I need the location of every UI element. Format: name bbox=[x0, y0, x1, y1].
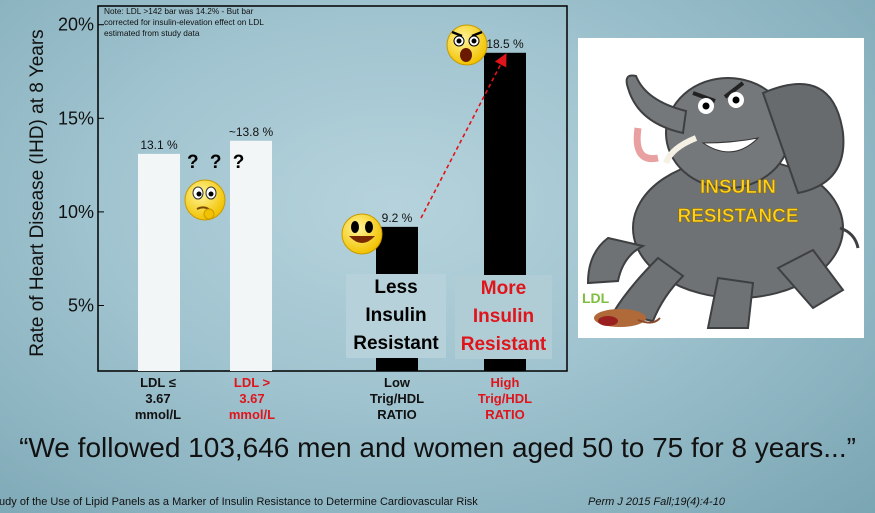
more-label-line1: More bbox=[480, 278, 527, 299]
y-tick-label: 5% bbox=[68, 295, 94, 315]
smiling-emoji-icon bbox=[341, 213, 383, 255]
category-label-1: LDL ≤3.67 mmol/L bbox=[134, 375, 182, 422]
value-label-2: ~13.8 % bbox=[229, 125, 274, 139]
question-marks: ? ? ? bbox=[187, 152, 248, 173]
angry-elephant-icon: INSULIN RESISTANCE bbox=[586, 74, 860, 329]
more-label-line3: Resistant bbox=[460, 334, 547, 355]
category-label-3: Low Trig/HDL RATIO bbox=[369, 375, 425, 422]
journal-reference: Perm J 2015 Fall;19(4):4-10 bbox=[588, 496, 725, 508]
y-tick-label: 15% bbox=[58, 108, 94, 128]
less-label-line2: Insulin bbox=[365, 305, 427, 326]
value-label-3: 9.2 % bbox=[382, 211, 413, 225]
less-label-line3: Resistant bbox=[353, 333, 439, 354]
more-insulin-label: More Insulin Resistant bbox=[455, 275, 552, 359]
bar-2 bbox=[230, 140, 272, 371]
more-label-line2: Insulin bbox=[472, 306, 535, 327]
confused-emoji-icon bbox=[184, 179, 226, 221]
flattened-mouse-icon bbox=[594, 309, 661, 327]
quote-text: “We followed 103,646 men and women aged … bbox=[19, 432, 856, 463]
chart-note: Note: LDL >142 bar was 14.2% - But bar c… bbox=[104, 6, 264, 38]
y-tick-label: 20% bbox=[58, 15, 94, 35]
ldl-label: LDL bbox=[582, 290, 610, 306]
category-label-2: LDL >3.67 mmol/L bbox=[228, 375, 276, 422]
less-label-line1: Less bbox=[374, 277, 418, 298]
trend-arrow bbox=[420, 53, 507, 219]
elephant-text-2: RESISTANCE bbox=[677, 206, 798, 227]
value-labels: 13.1 % ~13.8 % 9.2 % 18.5 % bbox=[140, 37, 524, 225]
y-tick-label: 10% bbox=[58, 202, 94, 222]
value-label-4: 18.5 % bbox=[486, 37, 524, 51]
value-label-1: 13.1 % bbox=[140, 138, 178, 152]
bar-1 bbox=[138, 153, 180, 371]
y-ticks: 5% 10% 15% 20% bbox=[58, 15, 104, 315]
less-insulin-label: Less Insulin Resistant bbox=[346, 274, 446, 358]
elephant-image: INSULIN RESISTANCE bbox=[578, 38, 864, 338]
elephant-text-1: INSULIN bbox=[700, 177, 776, 198]
shocked-emoji-icon bbox=[446, 24, 488, 66]
citation: tudy of the Use of Lipid Panels as a Mar… bbox=[0, 496, 478, 508]
plot-frame bbox=[97, 5, 568, 372]
category-label-4: High Trig/HDL RATIO bbox=[477, 375, 533, 422]
